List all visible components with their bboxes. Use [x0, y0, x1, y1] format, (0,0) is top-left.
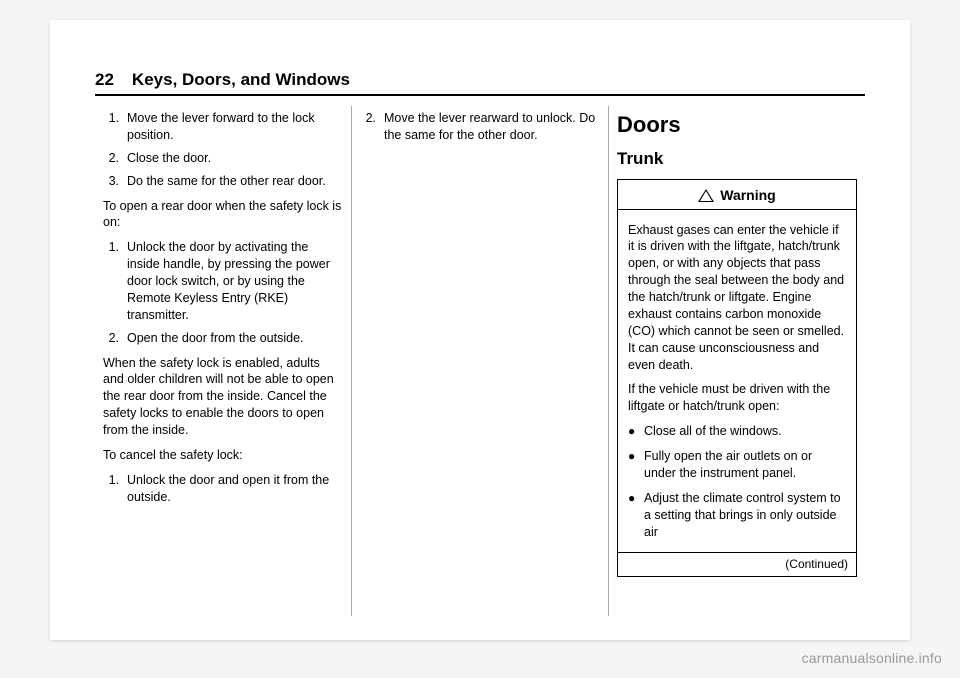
paragraph: When the safety lock is enabled, adults …	[103, 355, 343, 439]
paragraph: To cancel the safety lock:	[103, 447, 343, 464]
list-text: Do the same for the other rear door.	[127, 173, 343, 190]
section-heading-doors: Doors	[617, 110, 857, 140]
list-item: 1.Unlock the door and open it from the o…	[103, 472, 343, 506]
page-header: 22 Keys, Doors, and Windows	[95, 70, 865, 96]
list-text: Unlock the door and open it from the out…	[127, 472, 343, 506]
list-item: 2.Move the lever rearward to unlock. Do …	[360, 110, 600, 144]
list-text: Open the door from the outside.	[127, 330, 343, 347]
list-item: ●Fully open the air outlets on or under …	[628, 448, 846, 482]
list-item: 1.Move the lever forward to the lock pos…	[103, 110, 343, 144]
list-item: ●Adjust the climate control system to a …	[628, 490, 846, 541]
list-text: Move the lever rearward to unlock. Do th…	[384, 110, 600, 144]
manual-page: 22 Keys, Doors, and Windows 1.Move the l…	[50, 20, 910, 640]
page-number: 22	[95, 70, 114, 90]
column-2: 2.Move the lever rearward to unlock. Do …	[351, 106, 608, 616]
warning-paragraph: Exhaust gases can enter the vehicle if i…	[628, 222, 846, 374]
warning-label: Warning	[720, 186, 775, 205]
watermark: carmanualsonline.info	[802, 650, 942, 666]
list-item: 2.Close the door.	[103, 150, 343, 167]
list-item: 1.Unlock the door by activating the insi…	[103, 239, 343, 323]
bullet-text: Fully open the air outlets on or under t…	[644, 448, 846, 482]
bullet-text: Adjust the climate control system to a s…	[644, 490, 846, 541]
list-item: 3.Do the same for the other rear door.	[103, 173, 343, 190]
ordered-list-cancel-cont: 2.Move the lever rearward to unlock. Do …	[360, 110, 600, 144]
paragraph: To open a rear door when the safety lock…	[103, 198, 343, 232]
subsection-heading-trunk: Trunk	[617, 148, 857, 171]
warning-triangle-icon	[698, 189, 714, 202]
ordered-list-lock: 1.Move the lever forward to the lock pos…	[103, 110, 343, 190]
list-text: Unlock the door by activating the inside…	[127, 239, 343, 323]
column-3: Doors Trunk Warning Exhaust gases can en…	[608, 106, 865, 616]
warning-body: Exhaust gases can enter the vehicle if i…	[618, 210, 856, 553]
ordered-list-open: 1.Unlock the door by activating the insi…	[103, 239, 343, 346]
warning-title: Warning	[618, 180, 856, 210]
warning-continued: (Continued)	[618, 552, 856, 575]
ordered-list-cancel: 1.Unlock the door and open it from the o…	[103, 472, 343, 506]
warning-box: Warning Exhaust gases can enter the vehi…	[617, 179, 857, 577]
chapter-title: Keys, Doors, and Windows	[132, 70, 350, 90]
list-text: Close the door.	[127, 150, 343, 167]
warning-paragraph: If the vehicle must be driven with the l…	[628, 381, 846, 415]
list-text: Move the lever forward to the lock posit…	[127, 110, 343, 144]
column-1: 1.Move the lever forward to the lock pos…	[95, 106, 351, 616]
list-number: 2.	[360, 110, 384, 144]
warning-bullet-list: ●Close all of the windows. ●Fully open t…	[628, 423, 846, 540]
list-item: ●Close all of the windows.	[628, 423, 846, 440]
list-item: 2.Open the door from the outside.	[103, 330, 343, 347]
bullet-text: Close all of the windows.	[644, 423, 846, 440]
content-columns: 1.Move the lever forward to the lock pos…	[95, 106, 865, 616]
